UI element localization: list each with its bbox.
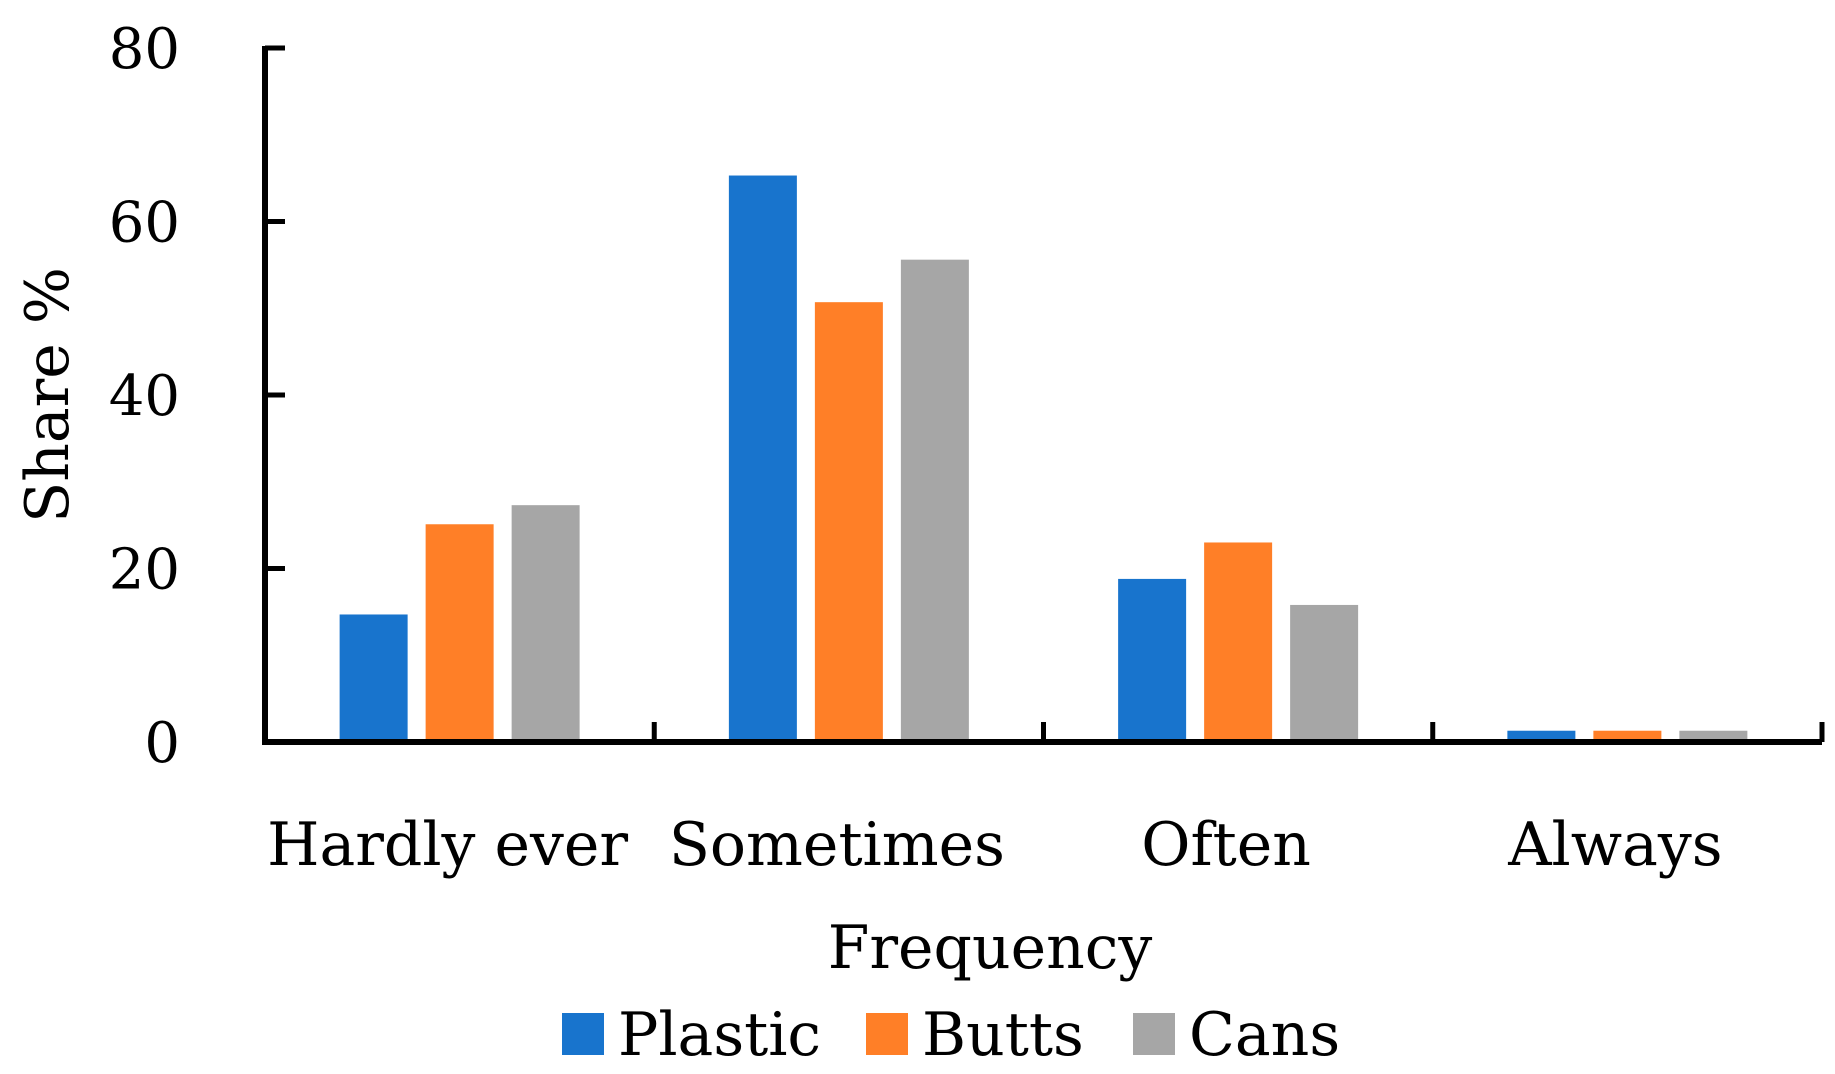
legend-label-plastic: Plastic — [618, 1000, 821, 1070]
legend-swatch-butts — [866, 1013, 908, 1055]
x-category-label: Hardly ever — [267, 810, 628, 880]
bar-cans-often — [1290, 604, 1359, 742]
y-axis-title: Share % — [13, 267, 83, 523]
y-tick-label: 80 — [109, 17, 180, 82]
bar-plastic-hardly-ever — [339, 614, 408, 742]
legend-item-cans: Cans — [1133, 1000, 1340, 1070]
y-tick-label: 0 — [144, 711, 180, 776]
x-ticks-group — [651, 722, 1825, 742]
bar-cans-hardly-ever — [511, 505, 580, 742]
legend-swatch-cans — [1133, 1013, 1175, 1055]
x-category-label: Always — [1507, 810, 1722, 880]
legend-swatch-plastic — [562, 1013, 604, 1055]
legend-item-butts: Butts — [866, 1000, 1084, 1070]
bar-butts-often — [1204, 542, 1273, 742]
x-category-label: Sometimes — [669, 810, 1005, 880]
bar-cans-always — [1679, 730, 1748, 742]
bar-butts-sometimes — [814, 302, 883, 742]
y-tick-label: 40 — [109, 364, 180, 429]
y-ticks-group: 0 20 40 60 80 — [109, 17, 285, 776]
x-axis-title: Frequency — [828, 913, 1153, 983]
bar-plastic-sometimes — [728, 175, 797, 742]
y-tick-label: 60 — [109, 191, 180, 256]
bar-butts-always — [1593, 730, 1662, 742]
legend-label-cans: Cans — [1189, 1000, 1340, 1070]
legend-item-plastic: Plastic — [562, 1000, 821, 1070]
x-category-label: Often — [1141, 810, 1311, 880]
y-tick-label: 20 — [109, 538, 180, 603]
bar-butts-hardly-ever — [425, 524, 494, 742]
bar-plastic-often — [1118, 578, 1187, 742]
legend-label-butts: Butts — [922, 1000, 1084, 1070]
axes-group — [262, 46, 1822, 745]
bars-group — [339, 175, 1748, 742]
bar-plastic-always — [1507, 730, 1576, 742]
legend: Plastic Butts Cans — [562, 1000, 1340, 1070]
category-labels-group: Hardly ever Sometimes Often Always — [267, 810, 1722, 880]
bar-cans-sometimes — [900, 259, 969, 742]
